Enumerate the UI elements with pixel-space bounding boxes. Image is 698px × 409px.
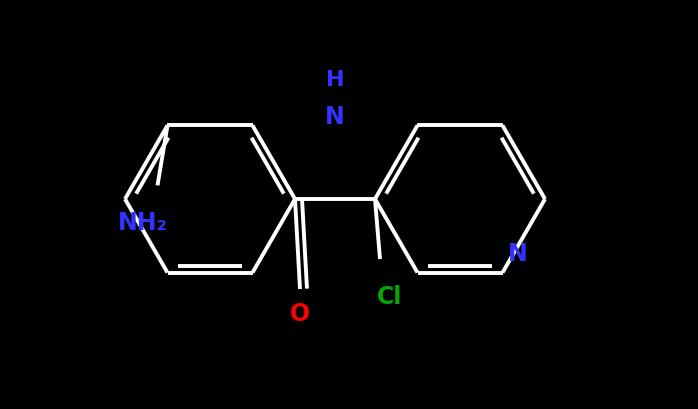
Text: NH₂: NH₂ bbox=[117, 211, 168, 235]
Text: Cl: Cl bbox=[378, 284, 403, 308]
Text: N: N bbox=[325, 105, 345, 129]
Text: O: O bbox=[290, 301, 310, 325]
Text: N: N bbox=[507, 241, 527, 265]
Text: H: H bbox=[326, 70, 344, 90]
